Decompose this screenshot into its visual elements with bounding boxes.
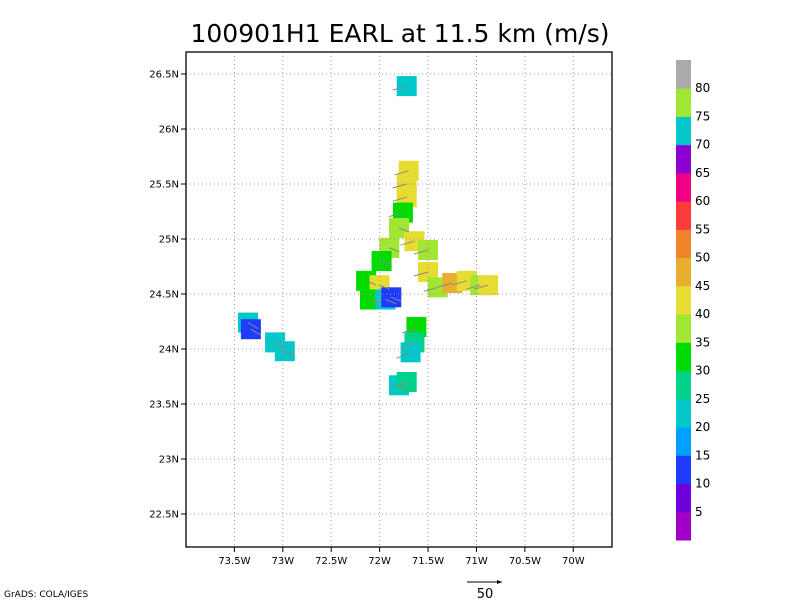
reference-vector: 50 — [467, 580, 502, 600]
colorbar-label-10: 55 — [695, 222, 710, 236]
colorbar-label-6: 35 — [695, 335, 710, 349]
wind-vector-2 — [392, 183, 407, 189]
colorbar-label-1: 10 — [695, 477, 710, 491]
colorbar-label-0: 5 — [695, 505, 703, 519]
x-tick-label-0: 73.5W — [218, 556, 250, 567]
x-tick-label-2: 72.5W — [315, 556, 347, 567]
reference-vector-label: 50 — [477, 587, 494, 600]
wind-vector-19 — [385, 299, 396, 304]
x-tick-label-7: 70W — [562, 556, 585, 567]
colorbar-swatch-9 — [676, 257, 691, 287]
colorbar-swatch-16 — [676, 60, 691, 89]
credit-text: GrADS: COLA/IGES — [4, 590, 88, 600]
wind-vector-21 — [402, 326, 417, 334]
colorbar-swatch-2 — [676, 455, 691, 484]
y-tick-label-3: 24N — [159, 345, 179, 356]
wind-speed-cells — [238, 76, 499, 396]
y-axis-ticks: 22.5N 23N 23.5N 24N 24.5N 25N 25.5N 26N 26.5N — [149, 70, 186, 521]
wind-vector-26 — [247, 322, 259, 330]
colorbar-swatch-4 — [676, 398, 691, 428]
wind-vector-8 — [413, 249, 429, 255]
plot-frame — [185, 51, 613, 548]
wind-vector-23 — [396, 351, 411, 359]
colorbar-swatch-10 — [676, 229, 691, 259]
colorbar-swatch-15 — [676, 88, 691, 117]
wind-vector-14 — [473, 284, 489, 290]
y-tick-label-6: 25.5N — [149, 180, 179, 191]
colorbar-label-4: 25 — [695, 392, 710, 406]
colorbar-swatch-12 — [676, 172, 691, 202]
x-tick-label-1: 73W — [271, 556, 294, 567]
colorbar-label-3: 20 — [695, 420, 710, 434]
wind-vector-1 — [394, 170, 409, 176]
wind-vector-24 — [398, 384, 410, 392]
y-tick-label-1: 23N — [159, 455, 179, 466]
y-tick-label-0: 22.5N — [149, 510, 179, 521]
colorbar-swatch-0 — [676, 511, 691, 541]
colorbar-label-7: 40 — [695, 307, 710, 321]
wind-vector-17 — [379, 284, 390, 290]
colorbar-label-12: 65 — [695, 166, 710, 180]
wind-vectors — [247, 85, 489, 392]
y-tick-label-7: 26N — [159, 125, 179, 136]
colorbar-swatch-11 — [676, 201, 691, 230]
x-tick-label-3: 72W — [368, 556, 391, 567]
wind-vector-16 — [365, 280, 377, 286]
wind-vector-9 — [413, 271, 429, 277]
wind-vector-0 — [392, 85, 407, 91]
x-tick-label-5: 71W — [465, 556, 488, 567]
wind-vector-5 — [398, 227, 410, 233]
wind-vector-18 — [369, 299, 381, 304]
wind-vector-6 — [400, 240, 415, 246]
colorbar-swatch-14 — [676, 116, 691, 146]
colorbar-swatch-3 — [676, 427, 691, 456]
wind-vector-4 — [388, 212, 404, 218]
colorbar: 5 10 15 20 25 30 35 40 45 50 55 60 65 70 75 80 — [676, 60, 710, 541]
colorbar-label-11: 60 — [695, 194, 710, 208]
wind-vector-29 — [284, 350, 296, 358]
y-tick-label-4: 24.5N — [149, 290, 179, 301]
colorbar-label-5: 30 — [695, 364, 710, 378]
colorbar-swatch-6 — [676, 342, 691, 372]
wind-vector-22 — [400, 341, 415, 349]
colorbar-swatch-1 — [676, 483, 691, 513]
x-tick-label-4: 71.5W — [412, 556, 444, 567]
colorbar-label-9: 50 — [695, 251, 710, 265]
wind-vector-27 — [250, 328, 262, 336]
reference-arrow-head — [497, 580, 502, 584]
colorbar-swatch-13 — [676, 144, 691, 174]
x-tick-label-6: 70.5W — [509, 556, 541, 567]
colorbar-swatch-8 — [676, 285, 691, 315]
wind-vector-20 — [391, 296, 402, 302]
chart-title: 100901H1 EARL at 11.5 km (m/s) — [191, 19, 610, 48]
wind-vector-28 — [274, 341, 286, 349]
colorbar-swatch-5 — [676, 370, 691, 400]
colorbar-label-13: 70 — [695, 138, 710, 152]
colorbar-label-8: 45 — [695, 279, 710, 293]
colorbar-label-14: 75 — [695, 110, 710, 124]
x-axis-ticks: 73.5W 73W 72.5W 72W 71.5W 71W 70.5W 70W — [218, 547, 585, 567]
colorbar-label-15: 80 — [695, 81, 710, 95]
wind-vector-7 — [389, 247, 400, 253]
colorbar-swatch-7 — [676, 314, 691, 343]
y-tick-label-5: 25N — [159, 235, 179, 246]
colorbar-label-2: 15 — [695, 448, 710, 462]
wind-vector-15 — [381, 260, 392, 266]
wind-vector-11 — [438, 282, 453, 288]
wind-vector-12 — [452, 280, 467, 286]
wind-vector-10 — [423, 286, 438, 292]
y-tick-label-8: 26.5N — [149, 70, 179, 81]
wind-vector-25 — [392, 381, 407, 389]
y-tick-label-2: 23.5N — [149, 400, 179, 411]
wind-vector-13 — [466, 284, 481, 290]
wind-vector-3 — [392, 196, 407, 202]
grid-lines — [186, 52, 612, 547]
